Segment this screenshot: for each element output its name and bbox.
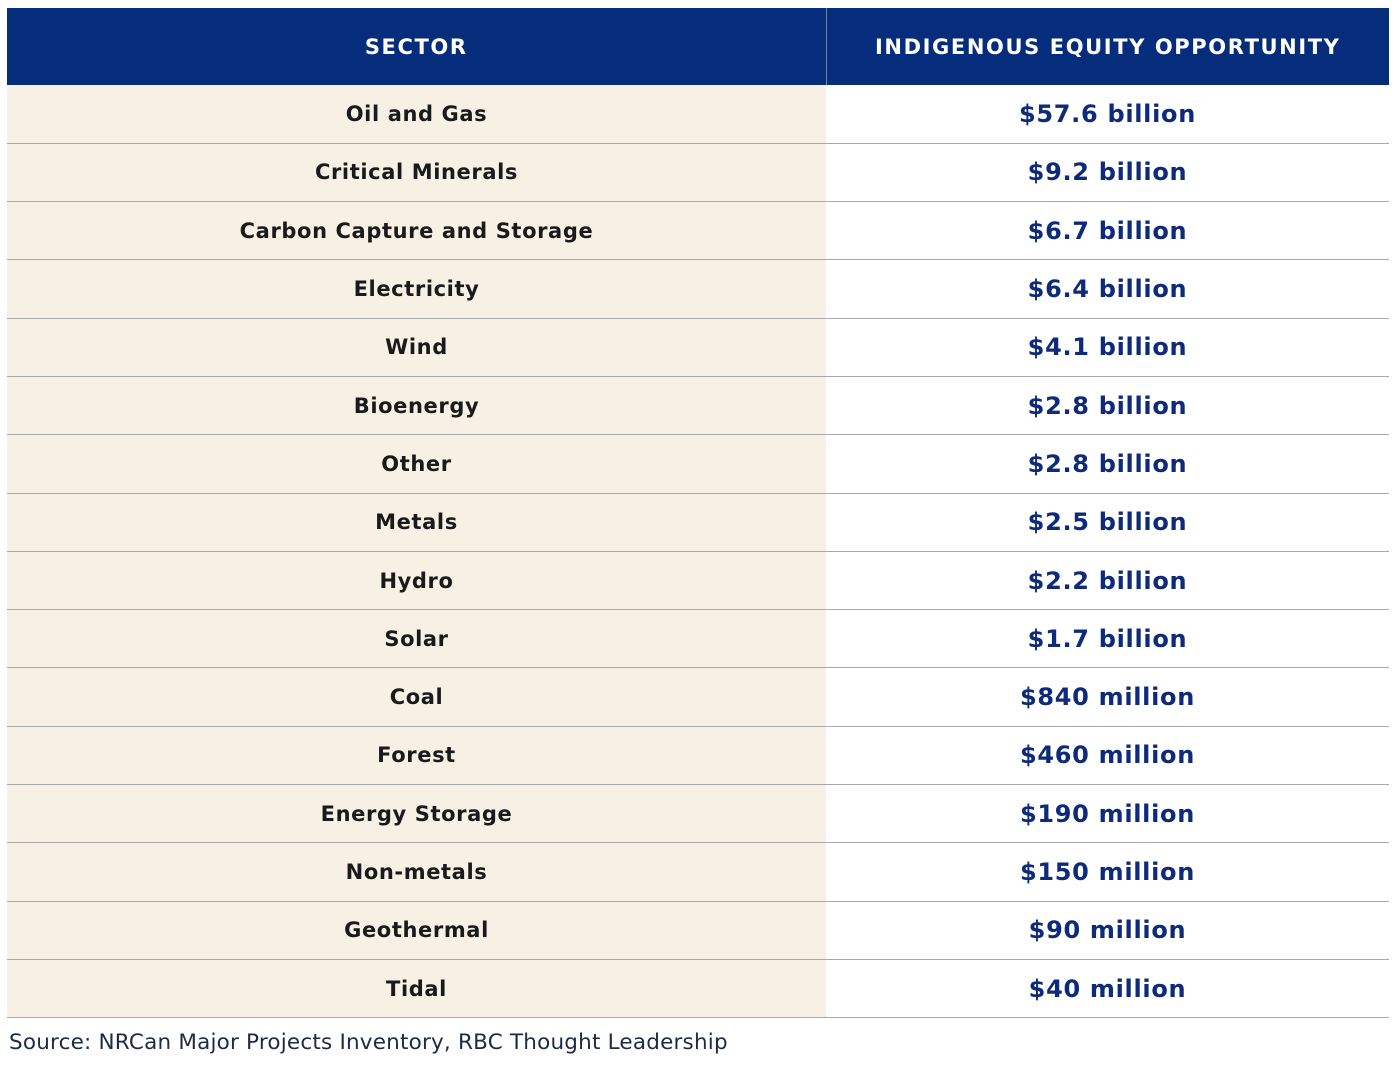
- sector-cell: Carbon Capture and Storage: [7, 201, 826, 261]
- table-row: Energy Storage $190 million: [7, 784, 1389, 844]
- sector-cell: Geothermal: [7, 901, 826, 960]
- table-row: Coal $840 million: [7, 667, 1389, 727]
- equity-amount-cell: $1.7 billion: [826, 609, 1389, 669]
- sector-cell: Hydro: [7, 551, 826, 611]
- table-body: Oil and Gas $57.6 billion Critical Mineral…: [7, 85, 1389, 1019]
- sector-cell: Other: [7, 434, 826, 494]
- sector-cell: Energy Storage: [7, 784, 826, 844]
- sector-cell: Non-metals: [7, 842, 826, 902]
- equity-amount-cell: $840 million: [826, 667, 1389, 727]
- equity-amount-cell: $4.1 billion: [826, 318, 1389, 377]
- sector-cell: Tidal: [7, 959, 826, 1019]
- equity-amount-cell: $6.7 billion: [826, 201, 1389, 261]
- sector-cell: Coal: [7, 667, 826, 727]
- table-row: Hydro $2.2 billion: [7, 551, 1389, 611]
- table-row: Bioenergy $2.8 billion: [7, 376, 1389, 436]
- sector-cell: Solar: [7, 609, 826, 669]
- sector-cell: Critical Minerals: [7, 143, 826, 203]
- column-header-sector: SECTOR: [7, 8, 827, 85]
- table-row: Oil and Gas $57.6 billion: [7, 85, 1389, 144]
- table-header-row: SECTOR INDIGENOUS EQUITY OPPORTUNITY: [7, 8, 1389, 85]
- table-row: Critical Minerals $9.2 billion: [7, 143, 1389, 203]
- table-row: Electricity $6.4 billion: [7, 259, 1389, 319]
- equity-amount-cell: $190 million: [826, 784, 1389, 844]
- source-note: Source: NRCan Major Projects Inventory, …: [9, 1030, 728, 1055]
- table-row: Carbon Capture and Storage $6.7 billion: [7, 201, 1389, 261]
- equity-amount-cell: $150 million: [826, 842, 1389, 902]
- equity-amount-cell: $2.5 billion: [826, 493, 1389, 552]
- equity-opportunity-table: SECTOR INDIGENOUS EQUITY OPPORTUNITY Oil…: [7, 8, 1389, 1019]
- equity-amount-cell: $2.8 billion: [826, 434, 1389, 494]
- sector-cell: Bioenergy: [7, 376, 826, 436]
- sector-cell: Oil and Gas: [7, 85, 826, 144]
- table-row: Wind $4.1 billion: [7, 318, 1389, 377]
- table-row: Metals $2.5 billion: [7, 493, 1389, 552]
- table-row: Other $2.8 billion: [7, 434, 1389, 494]
- equity-amount-cell: $2.2 billion: [826, 551, 1389, 611]
- equity-amount-cell: $90 million: [826, 901, 1389, 960]
- table-row: Forest $460 million: [7, 726, 1389, 786]
- equity-amount-cell: $40 million: [826, 959, 1389, 1019]
- sector-cell: Wind: [7, 318, 826, 377]
- equity-amount-cell: $6.4 billion: [826, 259, 1389, 319]
- column-header-equity-opportunity: INDIGENOUS EQUITY OPPORTUNITY: [826, 8, 1389, 85]
- equity-amount-cell: $460 million: [826, 726, 1389, 786]
- sector-cell: Forest: [7, 726, 826, 786]
- table-row: Geothermal $90 million: [7, 901, 1389, 960]
- table-row: Tidal $40 million: [7, 959, 1389, 1019]
- table-row: Solar $1.7 billion: [7, 609, 1389, 669]
- table-row: Non-metals $150 million: [7, 842, 1389, 902]
- equity-amount-cell: $9.2 billion: [826, 143, 1389, 203]
- equity-table-container: SECTOR INDIGENOUS EQUITY OPPORTUNITY Oil…: [7, 8, 1389, 1019]
- equity-amount-cell: $2.8 billion: [826, 376, 1389, 436]
- sector-cell: Electricity: [7, 259, 826, 319]
- equity-amount-cell: $57.6 billion: [826, 85, 1389, 144]
- sector-cell: Metals: [7, 493, 826, 552]
